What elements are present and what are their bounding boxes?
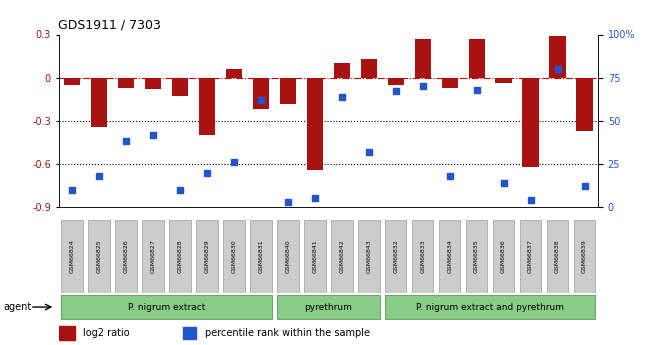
Bar: [441, 78, 458, 88]
Point: [229, 159, 239, 165]
Bar: [253, 78, 269, 109]
Point: [67, 187, 77, 193]
Bar: [361, 59, 377, 78]
Text: GSM66840: GSM66840: [285, 240, 291, 273]
FancyBboxPatch shape: [412, 220, 434, 293]
Point: [202, 170, 212, 175]
FancyBboxPatch shape: [277, 220, 298, 293]
Bar: [523, 78, 539, 167]
FancyBboxPatch shape: [223, 220, 244, 293]
Bar: [469, 39, 485, 78]
Bar: [415, 39, 431, 78]
Bar: [145, 78, 161, 89]
FancyBboxPatch shape: [250, 220, 272, 293]
Text: pyrethrum: pyrethrum: [304, 303, 352, 312]
Point: [148, 132, 158, 137]
Point: [175, 187, 185, 193]
FancyBboxPatch shape: [115, 220, 136, 293]
Bar: [199, 78, 215, 135]
Bar: [280, 78, 296, 104]
Text: GSM66841: GSM66841: [312, 240, 317, 273]
Point: [337, 94, 347, 99]
FancyBboxPatch shape: [385, 295, 595, 319]
Point: [445, 173, 455, 179]
FancyBboxPatch shape: [196, 220, 218, 293]
Point: [309, 196, 320, 201]
Text: GSM66828: GSM66828: [177, 240, 183, 273]
Bar: [64, 78, 80, 85]
Bar: [307, 78, 323, 170]
Text: GSM66835: GSM66835: [474, 240, 479, 273]
Bar: [333, 63, 350, 78]
Point: [391, 89, 401, 94]
Point: [94, 173, 104, 179]
Bar: [118, 78, 134, 88]
FancyBboxPatch shape: [493, 220, 514, 293]
Bar: [58, 326, 75, 340]
Bar: [577, 78, 593, 131]
Text: GSM66837: GSM66837: [528, 240, 533, 274]
FancyBboxPatch shape: [439, 220, 460, 293]
Bar: [226, 69, 242, 78]
Point: [499, 180, 509, 186]
Text: GDS1911 / 7303: GDS1911 / 7303: [58, 19, 161, 32]
FancyBboxPatch shape: [574, 220, 595, 293]
Bar: [549, 36, 566, 78]
Point: [255, 97, 266, 103]
Text: GSM66829: GSM66829: [204, 240, 209, 274]
Text: GSM66825: GSM66825: [96, 240, 101, 273]
FancyBboxPatch shape: [385, 220, 406, 293]
FancyBboxPatch shape: [61, 220, 83, 293]
FancyBboxPatch shape: [331, 220, 352, 293]
Point: [417, 83, 428, 89]
Text: GSM66836: GSM66836: [501, 240, 506, 273]
Text: GSM66826: GSM66826: [124, 240, 129, 273]
Text: agent: agent: [3, 302, 31, 312]
Text: percentile rank within the sample: percentile rank within the sample: [205, 328, 370, 338]
Text: GSM66834: GSM66834: [447, 240, 452, 274]
Point: [471, 87, 482, 92]
Text: GSM66833: GSM66833: [420, 240, 425, 274]
FancyBboxPatch shape: [358, 220, 380, 293]
Text: GSM66824: GSM66824: [70, 240, 75, 274]
FancyBboxPatch shape: [88, 220, 110, 293]
Bar: [495, 78, 512, 83]
Bar: [91, 78, 107, 127]
Text: GSM66839: GSM66839: [582, 240, 587, 274]
Bar: [172, 78, 188, 96]
Point: [121, 139, 131, 144]
FancyBboxPatch shape: [142, 220, 164, 293]
Text: GSM66831: GSM66831: [258, 240, 263, 273]
FancyBboxPatch shape: [304, 220, 326, 293]
Point: [579, 184, 590, 189]
Point: [525, 197, 536, 203]
FancyBboxPatch shape: [277, 295, 380, 319]
Text: log2 ratio: log2 ratio: [83, 328, 129, 338]
Text: P. nigrum extract and pyrethrum: P. nigrum extract and pyrethrum: [416, 303, 564, 312]
Text: GSM66827: GSM66827: [150, 240, 155, 274]
FancyBboxPatch shape: [520, 220, 541, 293]
Point: [363, 149, 374, 155]
FancyBboxPatch shape: [169, 220, 190, 293]
FancyBboxPatch shape: [466, 220, 488, 293]
Bar: [183, 327, 196, 339]
FancyBboxPatch shape: [61, 295, 272, 319]
Text: GSM66838: GSM66838: [555, 240, 560, 273]
Point: [283, 199, 293, 205]
Text: P. nigrum extract: P. nigrum extract: [127, 303, 205, 312]
Text: GSM66832: GSM66832: [393, 240, 398, 274]
Text: GSM66842: GSM66842: [339, 240, 344, 274]
Text: GSM66843: GSM66843: [366, 240, 371, 274]
Point: [552, 66, 563, 72]
Bar: [387, 78, 404, 85]
Text: GSM66830: GSM66830: [231, 240, 237, 273]
FancyBboxPatch shape: [547, 220, 568, 293]
